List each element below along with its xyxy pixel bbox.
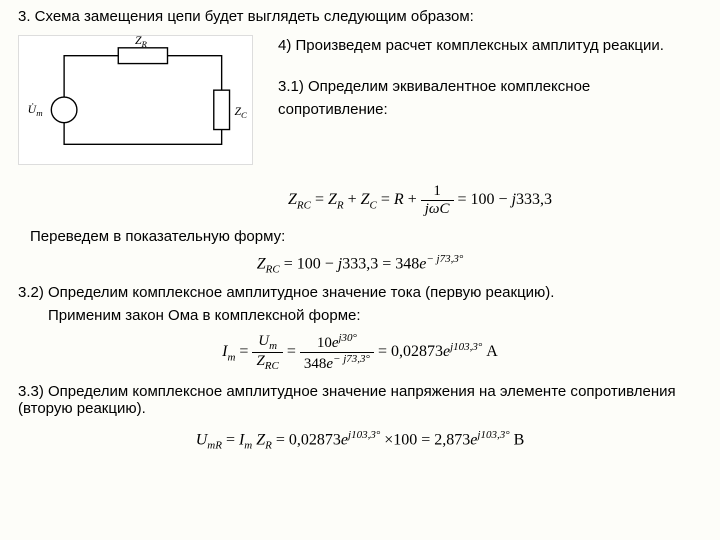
formula-im: Im = Um ZRC = 10ej30° 348e− j73,3° = 0,0… xyxy=(18,332,702,373)
step-3-2-a: 3.2) Определим комплексное амплитудное з… xyxy=(18,284,702,301)
step-3-2-b: Применим закон Ома в комплексной форме: xyxy=(48,307,702,324)
step-4: 4) Произведем расчет комплексных амплиту… xyxy=(278,37,702,54)
formula-zrc-polar: ZRC = 100 − j333,3 = 348e− j73,3° xyxy=(18,253,702,276)
formula-umr: UmR = Im ZR = 0,02873ej103,3° ×100 = 2,8… xyxy=(18,429,702,452)
step-3-1-b: сопротивление: xyxy=(278,101,702,118)
formula-zrc-rect: ZRC = ZR + ZC = R + 1 jωC = 100 − j333,3 xyxy=(138,183,702,218)
svg-text:U̇m: U̇m xyxy=(28,102,44,118)
step-3-1-a: 3.1) Определим эквивалентное комплексное xyxy=(278,78,702,95)
polar-intro: Переведем в показательную форму: xyxy=(30,228,702,245)
svg-text:ZR: ZR xyxy=(135,36,148,49)
step-3-3: 3.3) Определим комплексное амплитудное з… xyxy=(18,383,702,417)
svg-text:ZC: ZC xyxy=(234,104,247,120)
circuit-diagram: U̇m ZR ZC xyxy=(18,35,253,165)
heading-3: 3. Схема замещения цепи будет выглядеть … xyxy=(18,8,702,25)
